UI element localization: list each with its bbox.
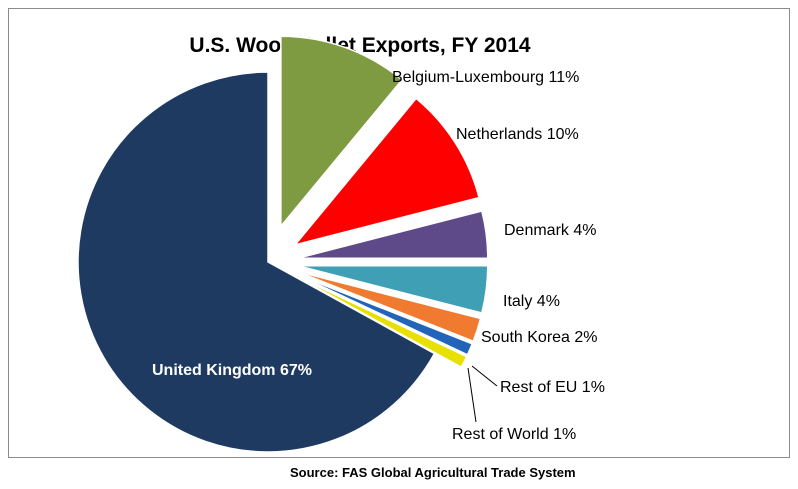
pie-slice-netherlands [292, 97, 480, 247]
leader-lines [467, 365, 498, 423]
pie-slice-rest-of-world [294, 274, 468, 369]
slice-label-belgium-luxembourg: Belgium-Luxembourg 11% [392, 69, 579, 86]
slice-label-united-kingdom: United Kingdom 67% [152, 362, 312, 379]
pie-slice-south-korea [296, 270, 482, 343]
slice-label-denmark: Denmark 4% [504, 222, 596, 239]
pie-slice-rest-of-eu [295, 273, 474, 356]
source-note: Source: FAS Global Agricultural Trade Sy… [290, 465, 576, 480]
leader-line-rest-of-world [467, 367, 477, 423]
slice-label-rest-of-eu: Rest of EU 1% [500, 379, 605, 396]
slice-label-rest-of-world: Rest of World 1% [452, 426, 576, 443]
pie-slices [77, 35, 489, 453]
slice-label-italy: Italy 4% [503, 293, 560, 310]
pie-slice-united-kingdom [77, 71, 436, 453]
pie-slice-denmark [297, 210, 489, 259]
pie-slice-belgium-luxembourg [280, 35, 404, 229]
slice-labels: Belgium-Luxembourg 11% Netherlands 10% Den… [152, 69, 605, 443]
slice-label-netherlands: Netherlands 10% [456, 126, 579, 143]
slice-label-south-korea: South Korea 2% [481, 329, 598, 346]
leader-line-rest-of-eu [471, 365, 498, 387]
pie-slice-italy [297, 265, 489, 314]
chart-title: U.S. Wood Pellet Exports, FY 2014 [189, 34, 530, 57]
